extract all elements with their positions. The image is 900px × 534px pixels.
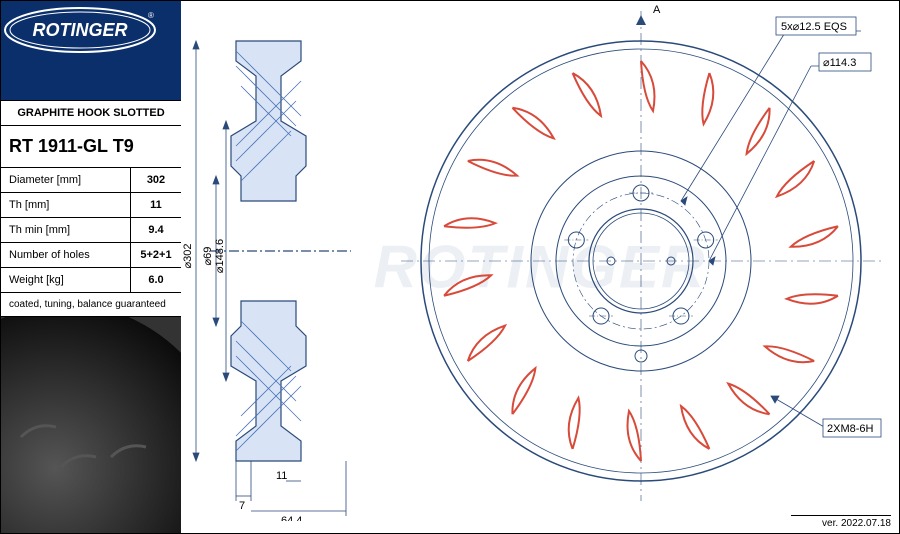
spec-label: Th [mm]	[1, 193, 131, 217]
version-label: ver. 2022.07.18	[791, 515, 891, 529]
spec-row: Th [mm]11	[1, 193, 181, 218]
spec-row: Diameter [mm]302	[1, 168, 181, 193]
callout-bcd: ⌀114.3	[823, 57, 856, 69]
callout-bolt-holes: 5x⌀12.5 EQS	[781, 21, 847, 33]
spec-panel: ROTINGER ® GRAPHITE HOOK SLOTTED RT 1911…	[1, 1, 181, 533]
dim-flange-dia: ⌀148.6	[214, 239, 226, 273]
note: coated, tuning, balance guaranteed	[1, 293, 181, 317]
spec-value: 9.4	[131, 218, 181, 242]
spec-row: Number of holes5+2+1	[1, 243, 181, 268]
dim-thickness: 11	[276, 470, 287, 482]
logo-text: ROTINGER	[32, 20, 127, 40]
logo: ROTINGER ®	[1, 1, 181, 101]
callout-thread: 2XM8-6H	[827, 423, 874, 435]
front-view-drawing: 5x⌀12.5 EQS ⌀114.3 2XM8-6H A	[391, 1, 900, 521]
product-photo	[1, 317, 181, 533]
spec-value: 6.0	[131, 268, 181, 292]
product-title: GRAPHITE HOOK SLOTTED	[1, 101, 181, 126]
spec-row: Th min [mm]9.4	[1, 218, 181, 243]
dim-outer-dia: ⌀302	[182, 244, 194, 269]
part-number: RT 1911-GL T9	[1, 126, 181, 168]
drawing-area: ROTINGER	[181, 1, 899, 533]
spec-row: Weight [kg]6.0	[1, 268, 181, 293]
spec-value: 5+2+1	[131, 243, 181, 267]
dim-hub-dia: ⌀69	[202, 247, 214, 266]
spec-value: 11	[131, 193, 181, 217]
dim-offset: 7	[239, 500, 245, 512]
drawing-sheet: ROTINGER ® GRAPHITE HOOK SLOTTED RT 1911…	[0, 0, 900, 534]
spec-label: Th min [mm]	[1, 218, 131, 242]
section-label: A	[653, 4, 661, 16]
spec-label: Diameter [mm]	[1, 168, 131, 192]
spec-label: Weight [kg]	[1, 268, 131, 292]
side-view-drawing: ⌀302 ⌀69 ⌀148.6 7 64.4 11	[181, 1, 391, 521]
spec-value: 302	[131, 168, 181, 192]
spec-label: Number of holes	[1, 243, 131, 267]
svg-text:®: ®	[148, 11, 154, 20]
dim-depth: 64.4	[281, 515, 302, 521]
